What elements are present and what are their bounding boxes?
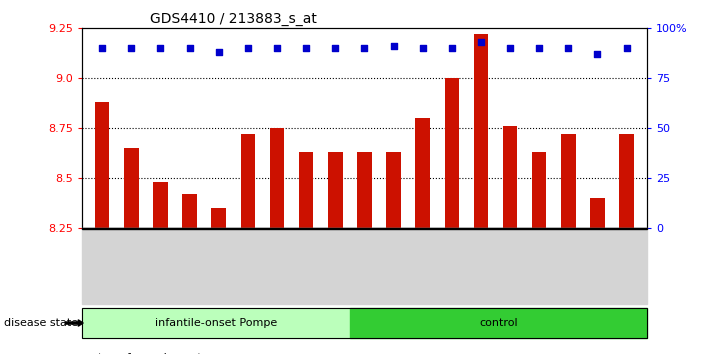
Text: GSM947471: GSM947471	[97, 230, 107, 285]
Point	[359, 46, 370, 51]
Text: GSM947475: GSM947475	[214, 230, 223, 285]
Text: GSM947478: GSM947478	[301, 230, 311, 285]
Bar	[503, 126, 518, 228]
Point	[562, 46, 574, 51]
Point	[387, 44, 399, 49]
Text: GSM947472: GSM947472	[127, 230, 136, 285]
Bar	[269, 128, 284, 228]
Bar	[474, 34, 488, 228]
Point	[475, 40, 486, 45]
Text: GSM947473: GSM947473	[156, 230, 165, 285]
Point	[301, 46, 312, 51]
Point	[330, 46, 341, 51]
Bar	[124, 148, 139, 228]
Text: control: control	[479, 318, 518, 328]
Text: ■: ■	[82, 351, 94, 354]
Text: GSM947466: GSM947466	[506, 230, 515, 285]
Point	[97, 46, 108, 51]
Point	[126, 46, 137, 51]
Bar	[182, 194, 197, 228]
Bar	[561, 134, 576, 228]
Text: GSM947467: GSM947467	[535, 230, 544, 285]
Text: GSM947463: GSM947463	[418, 230, 427, 285]
Bar	[299, 152, 314, 228]
Text: GSM947474: GSM947474	[185, 230, 194, 285]
Text: GSM947464: GSM947464	[447, 230, 456, 285]
Point	[184, 46, 196, 51]
Text: GSM947468: GSM947468	[564, 230, 573, 285]
Text: GSM947465: GSM947465	[476, 230, 486, 285]
Text: disease state: disease state	[4, 318, 77, 328]
Text: GSM947470: GSM947470	[622, 230, 631, 285]
Point	[504, 46, 515, 51]
Point	[155, 46, 166, 51]
Bar	[95, 102, 109, 228]
Bar	[240, 134, 255, 228]
Text: GSM947462: GSM947462	[389, 230, 398, 285]
Text: GSM947461: GSM947461	[360, 230, 369, 285]
Point	[446, 46, 457, 51]
Text: GSM947476: GSM947476	[243, 230, 252, 285]
Bar	[328, 152, 343, 228]
Bar	[590, 198, 605, 228]
Text: GSM947469: GSM947469	[593, 230, 602, 285]
Point	[242, 46, 254, 51]
Point	[533, 46, 545, 51]
Text: transformed count: transformed count	[98, 353, 202, 354]
Bar	[415, 118, 430, 228]
Bar	[444, 78, 459, 228]
Point	[592, 51, 603, 57]
Point	[272, 46, 283, 51]
Text: GDS4410 / 213883_s_at: GDS4410 / 213883_s_at	[149, 12, 316, 26]
Text: GSM947479: GSM947479	[331, 230, 340, 285]
Bar	[619, 134, 634, 228]
Bar	[532, 152, 547, 228]
Text: GSM947477: GSM947477	[272, 230, 282, 285]
Bar	[386, 152, 401, 228]
Bar	[153, 182, 168, 228]
Point	[621, 46, 632, 51]
Text: infantile-onset Pompe: infantile-onset Pompe	[154, 318, 277, 328]
Bar	[211, 208, 226, 228]
Point	[417, 46, 428, 51]
Point	[213, 50, 225, 55]
Bar	[357, 152, 372, 228]
